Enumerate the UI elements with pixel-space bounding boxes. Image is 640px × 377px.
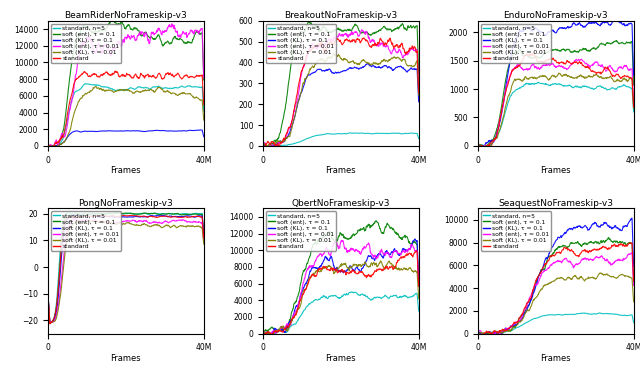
Title: SeaquestNoFrameskip-v3: SeaquestNoFrameskip-v3 — [498, 199, 613, 208]
Legend: standard, n=5, soft (ent), τ = 0.1, soft (KL), τ = 0.1, soft (ent), τ = 0.01, so: standard, n=5, soft (ent), τ = 0.1, soft… — [266, 211, 336, 251]
Title: BreakoutNoFrameskip-v3: BreakoutNoFrameskip-v3 — [284, 11, 397, 20]
Title: PongNoFrameskip-v3: PongNoFrameskip-v3 — [79, 199, 173, 208]
X-axis label: Frames: Frames — [111, 166, 141, 175]
Title: QbertNoFrameskip-v3: QbertNoFrameskip-v3 — [292, 199, 390, 208]
X-axis label: Frames: Frames — [540, 354, 571, 363]
Legend: standard, n=5, soft (ent), τ = 0.1, soft (KL), τ = 0.1, soft (ent), τ = 0.01, so: standard, n=5, soft (ent), τ = 0.1, soft… — [266, 24, 336, 63]
X-axis label: Frames: Frames — [111, 354, 141, 363]
Legend: standard, n=5, soft (ent), τ = 0.1, soft (KL), τ = 0.1, soft (ent), τ = 0.01, so: standard, n=5, soft (ent), τ = 0.1, soft… — [481, 24, 551, 63]
Title: BeamRiderNoFrameskip-v3: BeamRiderNoFrameskip-v3 — [65, 11, 188, 20]
Legend: standard, n=5, soft (ent), τ = 0.1, soft (KL), τ = 0.1, soft (ent), τ = 0.01, so: standard, n=5, soft (ent), τ = 0.1, soft… — [51, 24, 121, 63]
Legend: standard, n=5, soft (ent), τ = 0.1, soft (KL), τ = 0.1, soft (ent), τ = 0.01, so: standard, n=5, soft (ent), τ = 0.1, soft… — [481, 211, 551, 251]
Title: EnduroNoFrameskip-v3: EnduroNoFrameskip-v3 — [504, 11, 608, 20]
X-axis label: Frames: Frames — [540, 166, 571, 175]
Legend: standard, n=5, soft (ent), τ = 0.1, soft (KL), τ = 0.1, soft (ent), τ = 0.01, so: standard, n=5, soft (ent), τ = 0.1, soft… — [51, 211, 121, 251]
X-axis label: Frames: Frames — [326, 166, 356, 175]
X-axis label: Frames: Frames — [326, 354, 356, 363]
